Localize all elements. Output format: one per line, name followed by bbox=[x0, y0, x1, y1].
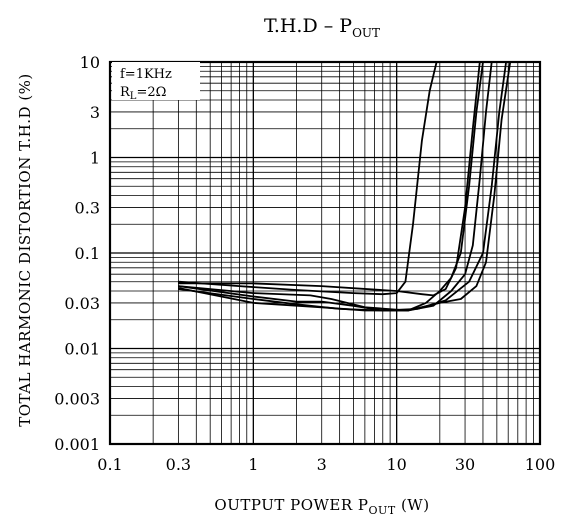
x-tick-label: 0.3 bbox=[166, 455, 191, 474]
y-tick-label: 0.003 bbox=[54, 389, 100, 408]
conditions-box bbox=[112, 62, 200, 100]
x-tick-label: 3 bbox=[317, 455, 327, 474]
x-tick-label: 1 bbox=[248, 455, 258, 474]
y-tick-label: 0.03 bbox=[64, 294, 100, 313]
plot-frame bbox=[108, 60, 542, 446]
series-line-4 bbox=[178, 61, 493, 312]
condition-load: RL=2Ω bbox=[120, 85, 166, 102]
y-tick-label: 0.001 bbox=[54, 435, 100, 454]
condition-frequency: f=1KHz bbox=[120, 67, 172, 82]
chart-title: T.H.D – POUT bbox=[264, 15, 380, 40]
y-tick-label: 10 bbox=[80, 53, 100, 72]
series-line-1 bbox=[178, 61, 438, 296]
y-tick-label: 0.1 bbox=[75, 244, 100, 263]
y-tick-label: 3 bbox=[90, 103, 100, 122]
tick-labels: 0.1 0.3 1 3 10 30 100 10 3 1 0.3 0.1 0.03 0.01 0.003 0.… bbox=[54, 53, 555, 474]
y-tick-label: 0.01 bbox=[64, 340, 100, 359]
series-layer bbox=[178, 61, 512, 312]
test-conditions: f=1KHz RL=2Ω bbox=[112, 62, 200, 102]
y-tick-label: 1 bbox=[90, 149, 100, 168]
series-line-6 bbox=[178, 61, 507, 312]
series-line-3 bbox=[178, 61, 484, 312]
y-axis-label: TOTAL HARMONIC DISTORTION T.H.D (%) bbox=[16, 73, 34, 427]
x-tick-label: 0.1 bbox=[97, 455, 122, 474]
x-tick-label: 30 bbox=[455, 455, 475, 474]
x-tick-label: 100 bbox=[525, 455, 556, 474]
x-tick-label: 10 bbox=[386, 455, 406, 474]
y-tick-label: 0.3 bbox=[75, 198, 100, 217]
x-axis-label: OUTPUT POWER POUT (W) bbox=[214, 496, 429, 517]
